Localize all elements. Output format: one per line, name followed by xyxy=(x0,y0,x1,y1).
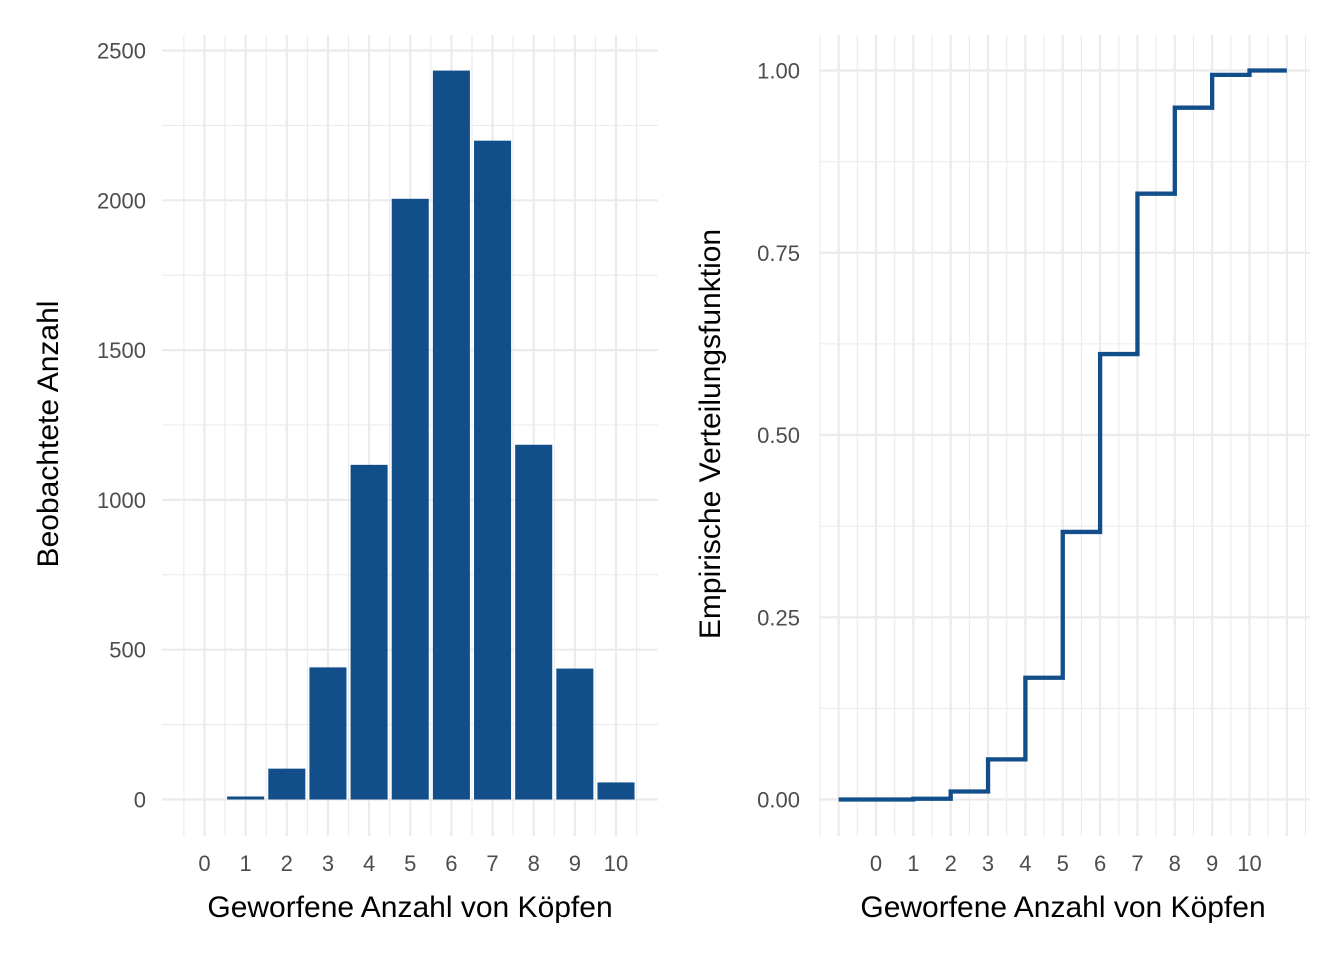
histogram-bar-7 xyxy=(474,140,512,800)
histogram-x-axis-title: Geworfene Anzahl von Köpfen xyxy=(207,891,612,924)
ecdf-x-tick-label: 7 xyxy=(1131,851,1143,876)
histogram-x-tick-label: 6 xyxy=(445,851,457,876)
histogram-y-tick-label: 1500 xyxy=(97,338,146,363)
ecdf-x-tick-label: 8 xyxy=(1169,851,1181,876)
ecdf-gridlines xyxy=(819,35,1310,836)
ecdf-y-tick-label: 0.75 xyxy=(757,241,800,266)
histogram-bar-9 xyxy=(556,668,594,800)
ecdf-y-tick-label: 0.25 xyxy=(757,605,800,630)
ecdf-x-tick-label: 0 xyxy=(870,851,882,876)
histogram-bar-5 xyxy=(391,198,429,800)
histogram-y-axis-title: Beobachtete Anzahl xyxy=(32,301,65,568)
histogram-x-tick-label: 4 xyxy=(363,851,375,876)
ecdf-y-tick-label: 1.00 xyxy=(757,59,800,84)
histogram-x-tick-label: 3 xyxy=(322,851,334,876)
histogram-y-tick-label: 1000 xyxy=(97,488,146,513)
histogram-bar-2 xyxy=(268,768,306,800)
ecdf-x-tick-label: 6 xyxy=(1094,851,1106,876)
ecdf-x-tick-labels: 0 1 2 3 4 5 6 7 8 9 10 xyxy=(870,851,1262,876)
histogram-bar-10 xyxy=(597,782,635,800)
histogram-bar-3 xyxy=(309,667,347,800)
ecdf-y-tick-label: 0.50 xyxy=(757,423,800,448)
histogram-bar-6 xyxy=(432,70,470,800)
histogram-x-tick-label: 8 xyxy=(528,851,540,876)
histogram-y-tick-label: 0 xyxy=(134,788,146,813)
histogram-x-tick-label: 0 xyxy=(198,851,210,876)
ecdf-x-tick-label: 5 xyxy=(1057,851,1069,876)
ecdf-panel: 0.00 0.25 0.50 0.75 1.00 0 1 2 3 4 5 6 7 8 9 10 Geworf… xyxy=(694,35,1310,924)
histogram-bar-4 xyxy=(350,464,388,800)
histogram-bar-8 xyxy=(515,444,553,800)
histogram-x-tick-label: 7 xyxy=(486,851,498,876)
histogram-y-tick-labels: 0 500 1000 1500 2000 2500 xyxy=(97,39,146,813)
histogram-x-tick-label: 2 xyxy=(281,851,293,876)
histogram-x-tick-label: 5 xyxy=(404,851,416,876)
histogram-bars xyxy=(227,70,635,800)
ecdf-x-tick-label: 10 xyxy=(1237,851,1261,876)
ecdf-step-line xyxy=(838,68,1287,802)
ecdf-x-tick-label: 3 xyxy=(982,851,994,876)
ecdf-x-axis-title: Geworfene Anzahl von Köpfen xyxy=(860,891,1265,924)
histogram-panel: 0 500 1000 1500 2000 2500 0 1 2 3 4 5 6 7 8 9 10 Geworf… xyxy=(32,35,658,924)
ecdf-y-tick-labels: 0.00 0.25 0.50 0.75 1.00 xyxy=(757,59,800,813)
histogram-y-tick-label: 2000 xyxy=(97,188,146,213)
ecdf-x-tick-label: 1 xyxy=(907,851,919,876)
ecdf-x-tick-label: 2 xyxy=(945,851,957,876)
histogram-y-tick-label: 2500 xyxy=(97,39,146,64)
ecdf-y-tick-label: 0.00 xyxy=(757,788,800,813)
ecdf-x-tick-label: 9 xyxy=(1206,851,1218,876)
histogram-x-tick-label: 10 xyxy=(604,851,628,876)
histogram-x-tick-labels: 0 1 2 3 4 5 6 7 8 9 10 xyxy=(198,851,628,876)
histogram-bar-1 xyxy=(227,796,265,800)
histogram-y-tick-label: 500 xyxy=(109,638,146,663)
histogram-x-tick-label: 1 xyxy=(240,851,252,876)
histogram-x-tick-label: 9 xyxy=(569,851,581,876)
ecdf-y-axis-title: Empirische Verteilungsfunktion xyxy=(694,229,727,639)
ecdf-x-tick-label: 4 xyxy=(1019,851,1031,876)
